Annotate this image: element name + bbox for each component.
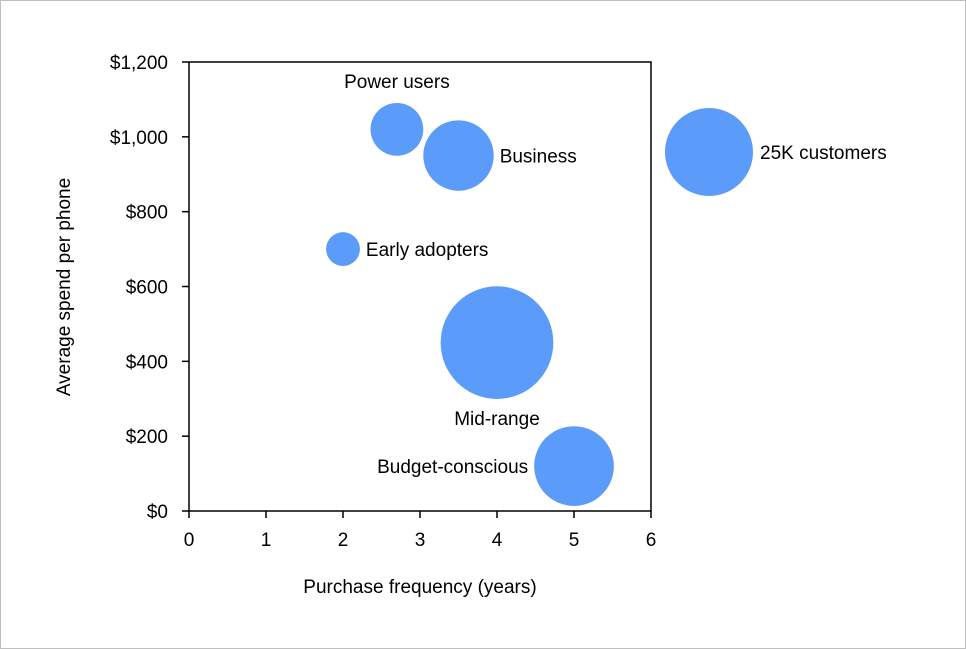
y-tick-label: $0 [147, 502, 168, 523]
bubble [423, 120, 494, 191]
x-tick-label: 3 [415, 530, 426, 551]
size-legend: 25K customers [665, 108, 887, 196]
bubble-label: Power users [344, 72, 450, 93]
bubble-label: Early adopters [366, 240, 489, 261]
y-tick-label: $600 [126, 278, 168, 299]
y-tick-label: $800 [126, 203, 168, 224]
y-axis-label: Average spend per phone [54, 178, 75, 396]
bubble-label: Mid-range [454, 409, 540, 430]
x-tick-label: 4 [492, 530, 503, 551]
x-tick-label: 5 [569, 530, 580, 551]
x-tick-label: 0 [184, 530, 195, 551]
y-tick-label: $200 [126, 427, 168, 448]
legend-label: 25K customers [760, 143, 887, 164]
x-tick-label: 2 [338, 530, 349, 551]
x-axis-label: Purchase frequency (years) [303, 577, 536, 598]
x-tick-label: 1 [261, 530, 272, 551]
bubble [326, 232, 360, 267]
bubble-label: Budget-conscious [377, 457, 528, 478]
bubble [440, 286, 554, 399]
bubble-label: Business [500, 147, 577, 168]
y-tick-label: $400 [126, 352, 168, 373]
bubble [370, 102, 424, 156]
x-tick-label: 6 [646, 530, 657, 551]
y-tick-label: $1,000 [110, 128, 168, 149]
bubble [534, 426, 614, 506]
legend-bubble [665, 108, 753, 196]
y-tick-label: $1,200 [110, 53, 168, 74]
